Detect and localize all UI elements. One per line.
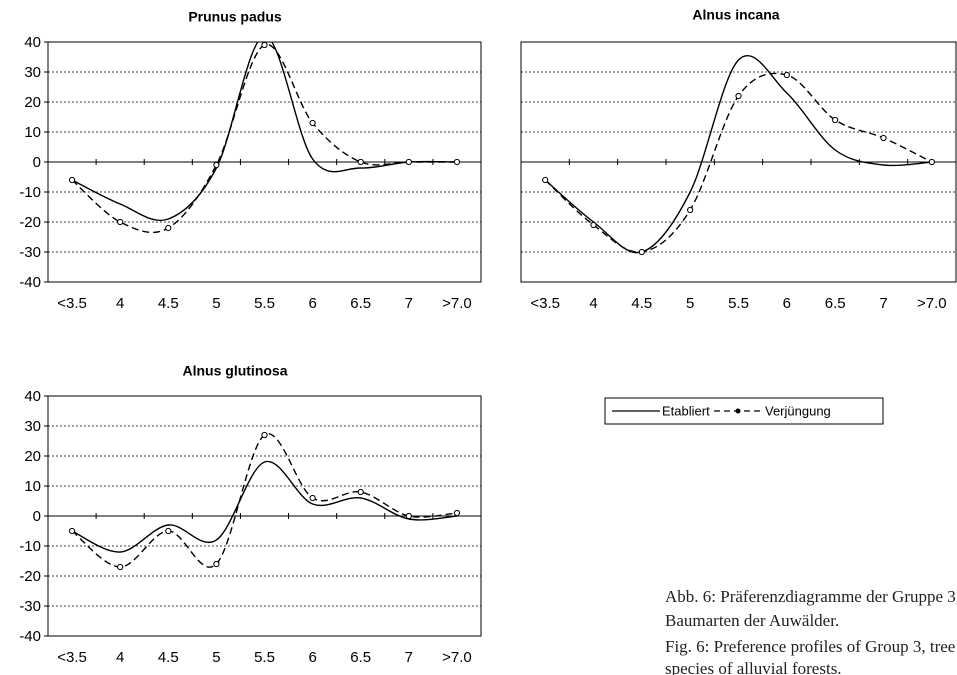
marker <box>405 512 412 520</box>
y-tick-label: -30 <box>19 598 41 615</box>
caption: Abb. 6: Präferenzdiagramme der Gruppe 3,… <box>665 587 957 675</box>
chart-title: Prunus padus <box>188 9 282 25</box>
y-tick-label: 40 <box>24 34 41 51</box>
marker <box>453 509 461 517</box>
x-tick-label: 4 <box>116 649 124 666</box>
y-tick-label: 0 <box>33 508 41 525</box>
marker <box>357 158 364 166</box>
legend-label: Verjüngung <box>765 403 831 418</box>
y-tick-label: 20 <box>24 94 41 111</box>
series-line <box>71 42 457 222</box>
x-tick-label: <3.5 <box>530 295 560 312</box>
marker <box>405 158 412 166</box>
series-line <box>544 72 933 253</box>
x-tick-label: 6.5 <box>350 295 371 312</box>
y-tick-label: -20 <box>19 214 41 231</box>
marker <box>165 527 172 535</box>
chart: Prunus padus -40 -30 -20 -10 0 10 20 30 40 <3.5 4 4.… <box>19 9 482 312</box>
legend-label: Etabliert <box>662 403 710 418</box>
plot-frame <box>520 41 957 283</box>
y-tick-label: 0 <box>33 154 41 171</box>
caption-line: Abb. 6: Präferenzdiagramme der Gruppe 3, <box>665 587 957 606</box>
x-tick-label: 4 <box>116 295 124 312</box>
x-tick-label: 6 <box>308 295 316 312</box>
marker <box>590 221 597 229</box>
caption-line: Fig. 6: Preference profiles of Group 3, … <box>665 637 955 656</box>
marker <box>165 224 172 232</box>
x-tick-label: 5 <box>212 295 220 312</box>
series-line <box>71 44 457 234</box>
x-tick-label: 7 <box>405 649 413 666</box>
series-line <box>544 54 932 254</box>
legend-marker <box>735 408 741 414</box>
marker <box>687 206 694 214</box>
marker <box>68 527 76 535</box>
x-tick-label: 6 <box>308 649 316 666</box>
x-tick-label: 4.5 <box>158 295 179 312</box>
y-tick-label: -10 <box>19 538 41 555</box>
marker <box>832 116 839 124</box>
series-line <box>71 460 457 553</box>
x-tick-label: 5 <box>686 295 694 312</box>
caption-line: species of alluvial forests. <box>665 659 842 675</box>
chart-title: Alnus glutinosa <box>183 363 288 379</box>
x-tick-label: 5.5 <box>254 649 275 666</box>
marker <box>68 176 76 184</box>
y-tick-label: 10 <box>24 478 41 495</box>
marker <box>309 494 316 502</box>
y-tick-label: 40 <box>24 388 41 405</box>
x-tick-label: 6.5 <box>350 649 371 666</box>
marker <box>357 488 364 496</box>
marker <box>309 119 316 127</box>
x-tick-label: 6 <box>783 295 791 312</box>
marker <box>783 71 790 79</box>
y-tick-label: 20 <box>24 448 41 465</box>
x-tick-label: 6.5 <box>825 295 846 312</box>
x-tick-label: >7.0 <box>917 295 947 312</box>
marker <box>928 158 935 166</box>
caption-line: Baumarten der Auwälder. <box>665 611 839 630</box>
x-tick-label: <3.5 <box>57 295 87 312</box>
chart: Alnus incana <3.5 4 4.5 5 5.5 6 6.5 7 >7.0 <box>520 7 957 312</box>
marker <box>638 248 645 256</box>
y-tick-label: -10 <box>19 184 41 201</box>
y-tick-label: -20 <box>19 568 41 585</box>
x-tick-label: >7.0 <box>442 295 472 312</box>
y-tick-label: -40 <box>19 274 41 291</box>
y-tick-label: -40 <box>19 628 41 645</box>
x-tick-label: 4 <box>589 295 597 312</box>
y-tick-label: 10 <box>24 124 41 141</box>
marker <box>735 92 742 100</box>
x-tick-label: >7.0 <box>442 649 472 666</box>
x-tick-label: 4.5 <box>158 649 179 666</box>
marker <box>261 42 268 49</box>
marker <box>213 161 220 169</box>
marker <box>117 563 124 571</box>
x-tick-label: 5 <box>212 649 220 666</box>
y-tick-label: 30 <box>24 418 41 435</box>
x-tick-label: 5.5 <box>254 295 275 312</box>
marker <box>117 218 124 226</box>
series-line <box>71 433 457 568</box>
y-tick-label: 30 <box>24 64 41 81</box>
x-tick-label: 5.5 <box>728 295 749 312</box>
marker <box>261 431 268 439</box>
x-tick-label: 4.5 <box>631 295 652 312</box>
marker <box>453 158 461 166</box>
chart-title: Alnus incana <box>692 7 779 23</box>
chart: Alnus glutinosa -40 -30 -20 -10 0 10 20 30 40 <3.5… <box>19 363 482 666</box>
x-tick-label: <3.5 <box>57 649 87 666</box>
marker <box>542 176 549 184</box>
x-tick-label: 7 <box>405 295 413 312</box>
x-tick-label: 7 <box>879 295 887 312</box>
y-tick-label: -30 <box>19 244 41 261</box>
legend: Etabliert Verjüngung <box>604 397 884 425</box>
marker <box>213 560 220 568</box>
plot-frame <box>47 395 482 637</box>
marker <box>880 134 887 142</box>
